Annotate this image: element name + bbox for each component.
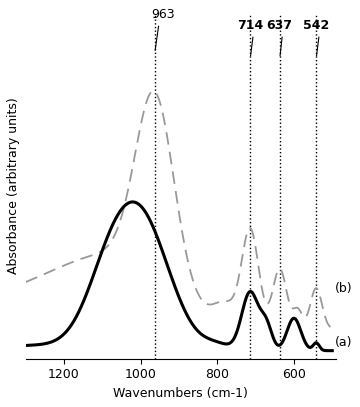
Text: (b): (b) — [336, 282, 353, 295]
Text: (a): (a) — [336, 337, 353, 350]
Text: 637: 637 — [267, 19, 293, 31]
Text: 542: 542 — [303, 19, 329, 31]
Y-axis label: Absorbance (arbitrary units): Absorbance (arbitrary units) — [7, 97, 20, 274]
X-axis label: Wavenumbers (cm-1): Wavenumbers (cm-1) — [113, 387, 248, 400]
Text: 714: 714 — [237, 19, 264, 31]
Text: 963: 963 — [152, 8, 175, 21]
